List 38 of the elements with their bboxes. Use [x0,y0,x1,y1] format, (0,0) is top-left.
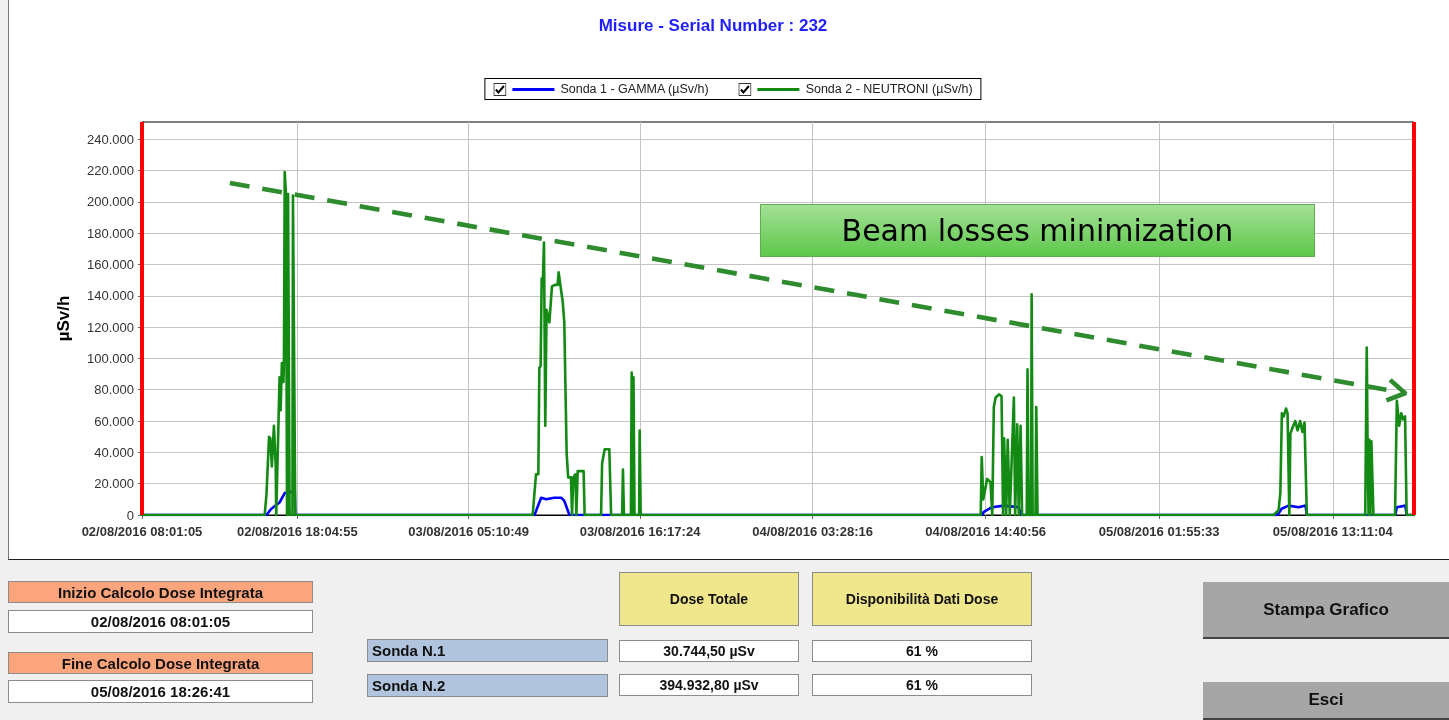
header-cell: Fine Calcolo Dose Integrata [8,652,313,674]
y-tick-label: 100.000 [87,350,134,366]
y-tick-label: 40.000 [94,444,134,460]
text-field: 394.932,80 µSv [619,674,799,696]
y-tick-label: 120.000 [87,319,134,335]
label-cell: Sonda N.2 [367,674,608,697]
label-cell: Sonda N.1 [367,639,608,662]
x-tick-label: 03/08/2016 16:17:24 [579,524,702,539]
text-field: 05/08/2016 18:26:41 [8,680,313,703]
x-tick-label: 02/08/2016 08:01:05 [81,524,203,539]
callout-box: Beam losses minimization [760,204,1315,257]
header-cell: Inizio Calcolo Dose Integrata [8,581,313,603]
y-axis-title: µSv/h [54,295,73,342]
y-tick-label: 0 [126,507,134,523]
x-tick-label: 03/08/2016 05:10:49 [408,524,529,539]
y-tick-label: 80.000 [94,382,134,398]
header-cell: Disponibilità Dati Dose [812,572,1032,626]
x-tick-label: 05/08/2016 13:11:04 [1272,524,1394,539]
y-tick-label: 200.000 [87,194,134,210]
text-field: 30.744,50 µSv [619,640,799,662]
y-tick-label: 240.000 [87,131,134,147]
legend-label: Sonda 2 - NEUTRONI (µSv/h) [805,82,973,96]
y-tick-label: 160.000 [87,256,134,272]
y-tick-label: 140.000 [87,288,134,304]
y-tick-label: 180.000 [87,225,134,241]
header-cell: Dose Totale [619,572,799,626]
x-tick-label: 04/08/2016 14:40:56 [925,524,1046,539]
x-tick-label: 04/08/2016 03:28:16 [752,524,873,539]
y-tick-label: 60.000 [94,413,134,429]
chart-title: Misure - Serial Number : 232 [598,16,828,35]
x-tick-label: 05/08/2016 01:55:33 [1098,524,1220,539]
legend-label: Sonda 1 - GAMMA (µSv/h) [560,82,709,96]
text-field: 61 % [812,674,1032,696]
y-tick-label: 20.000 [94,476,134,492]
x-tick-label: 02/08/2016 18:04:55 [236,524,358,539]
y-tick-label: 220.000 [87,163,134,179]
text-field: 61 % [812,640,1032,662]
text-field: 02/08/2016 08:01:05 [8,610,313,633]
